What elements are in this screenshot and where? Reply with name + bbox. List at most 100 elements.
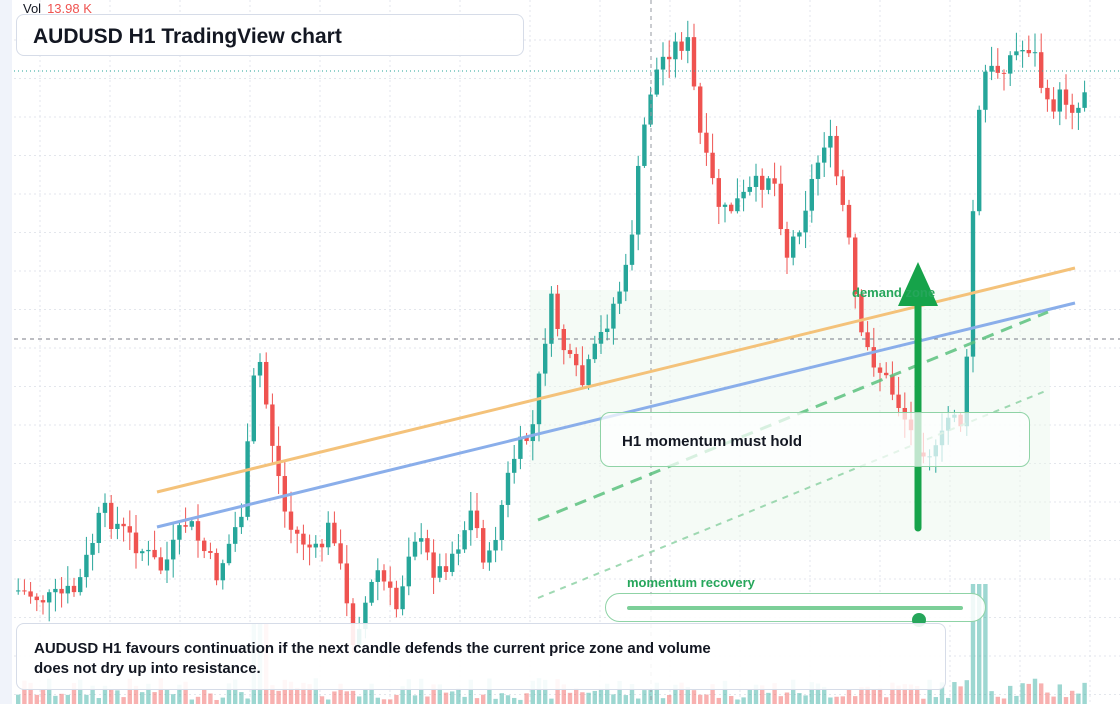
volume-bar bbox=[685, 687, 690, 704]
candle-body bbox=[741, 191, 746, 199]
candle-body bbox=[164, 559, 170, 571]
volume-bar bbox=[704, 694, 709, 704]
candle-body bbox=[710, 152, 715, 179]
candle-body bbox=[605, 328, 610, 332]
volume-bar bbox=[586, 692, 591, 704]
momentum-recovery-slider[interactable] bbox=[605, 593, 986, 627]
volume-bar bbox=[958, 686, 963, 704]
candle-body bbox=[462, 530, 467, 550]
candle-body bbox=[629, 234, 635, 265]
volume-bar bbox=[499, 693, 504, 704]
candle-body bbox=[642, 124, 647, 166]
candle-body bbox=[505, 472, 511, 505]
candle-body bbox=[716, 178, 721, 207]
candle-body bbox=[648, 94, 653, 125]
volume-bar bbox=[158, 678, 163, 704]
candle-body bbox=[884, 372, 889, 376]
volume-bar bbox=[809, 682, 814, 704]
volume-bar bbox=[505, 695, 511, 704]
candle-body bbox=[729, 204, 734, 212]
candle-body bbox=[617, 291, 622, 304]
candle-body bbox=[437, 566, 442, 578]
green-dashed-trendline[interactable] bbox=[537, 310, 1049, 522]
candle-body bbox=[177, 525, 182, 540]
candle-body bbox=[419, 538, 424, 542]
candle-body bbox=[654, 69, 659, 95]
candle-body bbox=[747, 186, 752, 192]
candle-body bbox=[890, 375, 895, 395]
volume-bar bbox=[747, 689, 752, 704]
demand-zone-label: demand zone bbox=[852, 285, 936, 300]
volume-bar bbox=[357, 696, 362, 704]
candle-body bbox=[1014, 51, 1019, 56]
volume-bar bbox=[667, 694, 672, 704]
volume-bar bbox=[679, 682, 684, 704]
candle-body bbox=[388, 581, 393, 588]
volume-label: Vol bbox=[23, 1, 42, 16]
volume-bar bbox=[288, 681, 294, 704]
volume-bar bbox=[902, 684, 907, 704]
candle-body bbox=[47, 592, 52, 603]
candle-body bbox=[815, 162, 821, 179]
candle-body bbox=[481, 528, 486, 563]
candle-body bbox=[257, 361, 263, 376]
volume-bar bbox=[121, 697, 126, 704]
candle-body bbox=[598, 331, 604, 344]
volume-value: 13.98 K bbox=[47, 1, 92, 16]
candle-body bbox=[214, 552, 219, 581]
volume-bar bbox=[84, 694, 89, 704]
candle-body bbox=[233, 527, 238, 544]
candle-body bbox=[90, 542, 95, 555]
volume-bar bbox=[22, 680, 27, 704]
volume-bar bbox=[524, 693, 529, 704]
candle-body bbox=[964, 356, 969, 427]
volume-bar bbox=[735, 699, 740, 704]
volume-bar bbox=[1001, 698, 1007, 704]
volume-bar bbox=[549, 698, 554, 704]
candle-body bbox=[896, 394, 901, 408]
volume-bar bbox=[295, 687, 300, 704]
candle-body bbox=[611, 303, 616, 329]
candle-body bbox=[691, 37, 697, 87]
candle-body bbox=[313, 543, 318, 548]
candle-body bbox=[493, 539, 498, 551]
candle-body bbox=[208, 551, 213, 553]
volume-bar bbox=[493, 698, 498, 704]
candle-body bbox=[375, 570, 380, 582]
volume-bar bbox=[964, 680, 969, 704]
volume-bar bbox=[220, 697, 225, 704]
candle-body bbox=[828, 135, 833, 148]
candle-body bbox=[84, 554, 89, 578]
volume-bar bbox=[1008, 685, 1013, 704]
volume-bar bbox=[772, 683, 777, 704]
volume-bar bbox=[102, 685, 108, 704]
volume-bar bbox=[1051, 696, 1056, 704]
candle-body bbox=[1057, 89, 1062, 112]
candle-body bbox=[425, 538, 430, 553]
volume-bar bbox=[326, 699, 331, 704]
volume-bar bbox=[276, 690, 281, 704]
candle-body bbox=[673, 41, 678, 60]
candle-body bbox=[778, 183, 783, 230]
candle-body bbox=[363, 602, 368, 630]
candle-body bbox=[22, 590, 27, 592]
candle-body bbox=[530, 424, 535, 442]
volume-bar bbox=[995, 696, 1000, 704]
volume-bar bbox=[208, 693, 213, 704]
candle-body bbox=[722, 204, 728, 207]
candle-body bbox=[295, 529, 300, 534]
momentum-recovery-label: momentum recovery bbox=[627, 575, 755, 590]
volume-bar bbox=[233, 679, 238, 704]
volume-bars bbox=[16, 584, 1087, 704]
volume-bar bbox=[822, 686, 827, 704]
volume-bar bbox=[598, 688, 604, 704]
candle-body bbox=[679, 41, 684, 51]
chart-title: AUDUSD H1 TradingView chart bbox=[33, 25, 342, 48]
volume-bar bbox=[419, 678, 424, 704]
volume-bar bbox=[344, 691, 349, 704]
volume-bar bbox=[388, 699, 393, 704]
volume-bar bbox=[412, 695, 418, 704]
candle-body bbox=[685, 37, 690, 51]
candle-body bbox=[784, 229, 790, 258]
volume-bar bbox=[47, 678, 52, 704]
